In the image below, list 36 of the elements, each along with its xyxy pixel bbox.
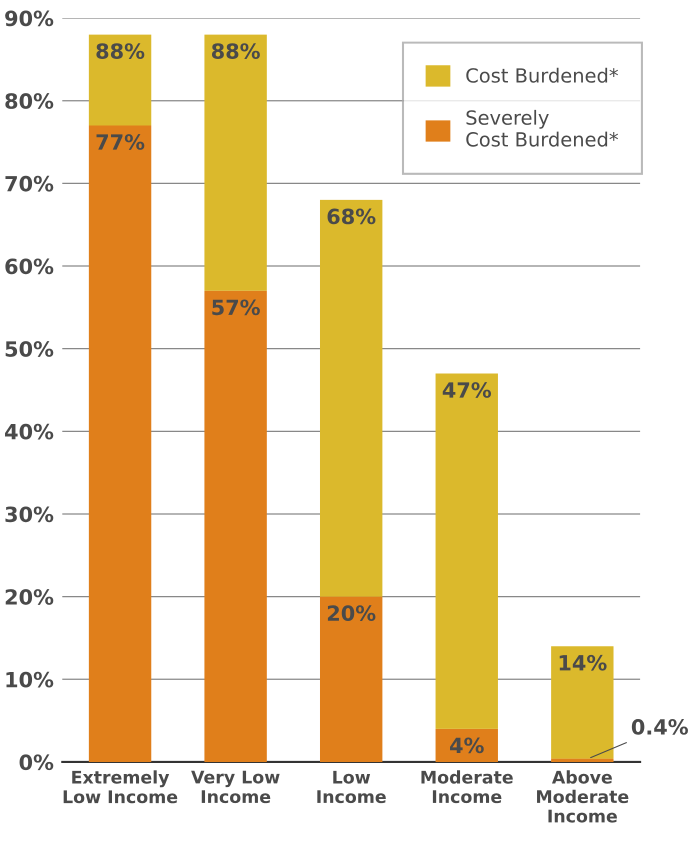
y-tick-label: 70% (5, 176, 54, 192)
data-label: 77% (96, 134, 144, 150)
total-label: 68% (328, 208, 376, 224)
bar (320, 200, 382, 597)
bar (204, 290, 267, 762)
bar (204, 34, 267, 291)
y-tick-label: 20% (6, 589, 54, 605)
data-label: 20% (328, 605, 376, 622)
y-tick-label: 60% (5, 258, 54, 274)
bar (551, 646, 614, 759)
y-tick-label: 50% (6, 341, 54, 357)
y-tick-label: 10% (6, 672, 54, 688)
x-tick-label: Extremely Low Income (64, 770, 178, 804)
x-tick-label: Above Moderate Income (537, 770, 628, 823)
bar (88, 34, 152, 126)
x-tick-label: Very Low Income (191, 770, 280, 804)
legend-label: Cost Burdened* (466, 68, 618, 83)
x-tick-label: Low Income (317, 770, 386, 804)
y-tick-label: 90% (5, 10, 54, 26)
data-label: 0.4% (632, 719, 688, 735)
total-label: 47% (442, 382, 492, 398)
bar (551, 758, 614, 762)
bar (320, 596, 382, 762)
bar (436, 373, 498, 729)
data-label: 57% (212, 299, 260, 316)
x-tick-label: Moderate Income (421, 770, 513, 804)
total-label: 14% (560, 654, 607, 671)
total-label: 88% (212, 43, 260, 59)
y-tick-label: 80% (5, 93, 54, 109)
y-tick-label: 40% (5, 424, 54, 440)
y-tick-label: 30% (5, 506, 54, 522)
total-label: 88% (96, 43, 144, 59)
data-label: 4% (450, 738, 484, 754)
bar (88, 125, 152, 762)
y-tick-label: 0% (20, 754, 54, 770)
legend-label: Severely Cost Burdened* (466, 110, 618, 147)
